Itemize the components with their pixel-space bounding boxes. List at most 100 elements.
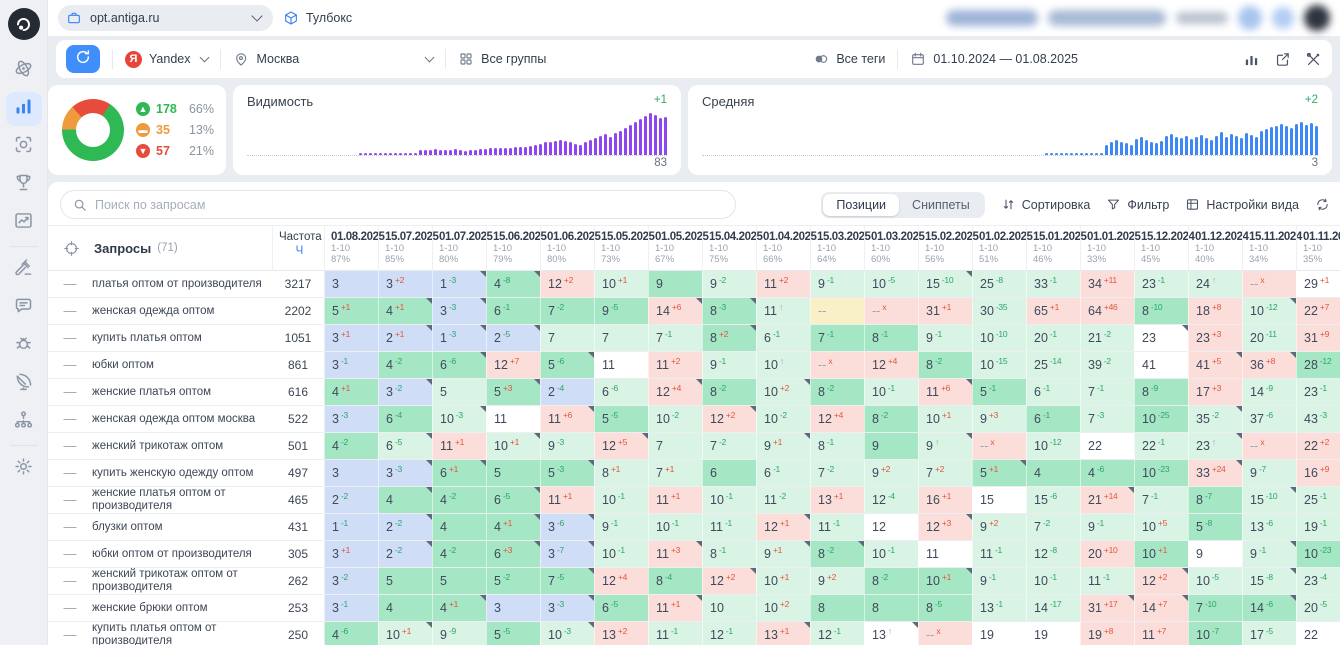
row-drag-handle[interactable]: — [63, 330, 77, 346]
position-cell[interactable]: 10 -1 [594, 540, 648, 567]
position-cell[interactable]: 11 ↑ [756, 297, 810, 324]
position-cell[interactable]: 12 +4 [810, 405, 864, 432]
position-cell[interactable]: 12 -4 [864, 486, 918, 513]
visibility-card[interactable]: Видимость +1 83 [233, 85, 681, 175]
position-cell[interactable]: 12 +2 [540, 270, 594, 297]
query-cell[interactable]: купить платья оптом от производителя [92, 622, 217, 645]
topvisor-logo-icon[interactable] [7, 8, 40, 40]
position-cell[interactable]: 11 +1 [648, 594, 702, 621]
position-cell[interactable]: 10 +1 [918, 405, 972, 432]
position-cell[interactable]: 8 +1 [594, 459, 648, 486]
position-cell[interactable]: 8 -7 [1188, 486, 1242, 513]
date-column-header[interactable]: 15.06.2025 1-10 79% [486, 226, 547, 270]
position-cell[interactable]: 9 +2 [864, 459, 918, 486]
position-cell[interactable]: 19 -1 [1296, 513, 1340, 540]
position-cell[interactable]: 6 -1 [756, 459, 810, 486]
position-cell[interactable]: 22 +2 [1296, 432, 1340, 459]
position-cell[interactable]: 11 -1 [1080, 567, 1134, 594]
position-cell[interactable]: 11 +1 [648, 486, 702, 513]
tags-selector[interactable]: Все теги [813, 51, 885, 67]
position-cell[interactable]: 8 -2 [918, 351, 972, 378]
position-cell[interactable]: 10 +1 [486, 432, 540, 459]
position-cell[interactable]: 15 -10 [1242, 486, 1296, 513]
position-cell[interactable]: 7 -5 [540, 567, 594, 594]
position-cell[interactable]: 7 -1 [1134, 486, 1188, 513]
position-cell[interactable]: 12 -8 [1026, 540, 1080, 567]
search-input[interactable] [95, 197, 723, 212]
query-cell[interactable]: женский трикотаж оптом [92, 439, 224, 452]
position-cell[interactable]: 11 [918, 540, 972, 567]
position-cell[interactable]: 7 -2 [810, 459, 864, 486]
date-column-header[interactable]: 15.03.2025 1-10 64% [810, 226, 871, 270]
query-cell[interactable]: купить платья оптом [92, 331, 202, 344]
position-cell[interactable]: 16 +9 [1296, 459, 1340, 486]
queries-header[interactable]: Запросы (71) [94, 240, 178, 256]
position-cell[interactable]: 6 -5 [594, 594, 648, 621]
position-cell[interactable]: 11 [486, 405, 540, 432]
position-cell[interactable]: 11 -1 [810, 513, 864, 540]
position-cell[interactable]: 5 [486, 459, 540, 486]
position-cell[interactable]: 10 +1 [918, 567, 972, 594]
position-cell[interactable]: 15 -10 [918, 270, 972, 297]
position-cell[interactable]: 14 -17 [1026, 594, 1080, 621]
position-cell[interactable]: 10 -2 [648, 405, 702, 432]
position-cell[interactable]: 11 -1 [972, 540, 1026, 567]
position-cell[interactable]: 12 +1 [756, 513, 810, 540]
position-cell[interactable]: 3 -1 [324, 594, 378, 621]
position-cell[interactable]: 11 +1 [540, 486, 594, 513]
row-drag-handle[interactable]: — [63, 573, 77, 589]
position-cell[interactable]: 11 [594, 351, 648, 378]
position-cell[interactable]: 9 -1 [918, 324, 972, 351]
position-cell[interactable]: 6 -5 [486, 486, 540, 513]
position-cell[interactable]: 5 +1 [324, 297, 378, 324]
position-cell[interactable]: -- x [810, 351, 864, 378]
date-column-header[interactable]: 01.08.2025 1-10 87% [324, 226, 385, 270]
query-cell[interactable]: женская одежда оптом москва [92, 412, 256, 425]
sidebar-item-radar[interactable] [6, 367, 42, 401]
position-cell[interactable]: 4 +1 [378, 297, 432, 324]
position-cell[interactable]: 8 -2 [702, 378, 756, 405]
filter-button[interactable]: Фильтр [1106, 197, 1169, 212]
position-cell[interactable]: 4 -6 [324, 621, 378, 645]
position-cell[interactable]: 9 -3 [540, 432, 594, 459]
position-cell[interactable]: 10 +1 [1134, 540, 1188, 567]
row-drag-handle[interactable]: — [63, 411, 77, 427]
position-cell[interactable]: 9 -1 [594, 513, 648, 540]
position-cell[interactable]: 17 -5 [1242, 621, 1296, 645]
position-cell[interactable]: 10 -12 [1242, 297, 1296, 324]
date-column-header[interactable]: 01.12.2024 1-10 40% [1188, 226, 1249, 270]
position-cell[interactable]: 10 -3 [540, 621, 594, 645]
position-cell[interactable]: 10 -12 [1026, 432, 1080, 459]
position-cell[interactable]: 20 +10 [1080, 540, 1134, 567]
position-cell[interactable]: 6 [702, 459, 756, 486]
position-cell[interactable]: 13 +1 [756, 621, 810, 645]
position-cell[interactable]: 10 -23 [1296, 540, 1340, 567]
position-cell[interactable]: 4 [432, 513, 486, 540]
position-cell[interactable]: 5 [432, 378, 486, 405]
position-cell[interactable]: 12 +2 [1134, 567, 1188, 594]
row-drag-handle[interactable]: — [63, 492, 77, 508]
position-cell[interactable]: 10 -1 [1026, 567, 1080, 594]
position-cell[interactable]: 3 +2 [378, 270, 432, 297]
position-cell[interactable]: 6 -6 [594, 378, 648, 405]
position-cell[interactable]: 6 -4 [378, 405, 432, 432]
row-drag-handle[interactable]: — [63, 519, 77, 535]
position-cell[interactable]: 12 +3 [918, 513, 972, 540]
position-cell[interactable]: 33 +24 [1188, 459, 1242, 486]
position-cell[interactable]: 14 -9 [1242, 378, 1296, 405]
query-cell[interactable]: платья оптом от производителя [92, 277, 262, 290]
position-cell[interactable]: 11 -1 [702, 513, 756, 540]
date-column-header[interactable]: 01.04.2025 1-10 66% [756, 226, 817, 270]
position-cell[interactable]: 9 -2 [702, 270, 756, 297]
position-cell[interactable]: 64 +46 [1080, 297, 1134, 324]
position-cell[interactable]: 4 [1026, 459, 1080, 486]
position-cell[interactable]: 22 +7 [1296, 297, 1340, 324]
position-cell[interactable]: 14 +7 [1134, 594, 1188, 621]
date-column-header[interactable]: 15.07.2025 1-10 85% [378, 226, 439, 270]
position-cell[interactable]: 31 +9 [1296, 324, 1340, 351]
position-cell[interactable]: 3 -6 [540, 513, 594, 540]
row-drag-handle[interactable]: — [63, 384, 77, 400]
position-cell[interactable]: 9 -1 [1242, 540, 1296, 567]
date-column-header[interactable]: 15.11.2024 1-10 34% [1242, 226, 1302, 270]
position-cell[interactable]: 9 -9 [432, 621, 486, 645]
